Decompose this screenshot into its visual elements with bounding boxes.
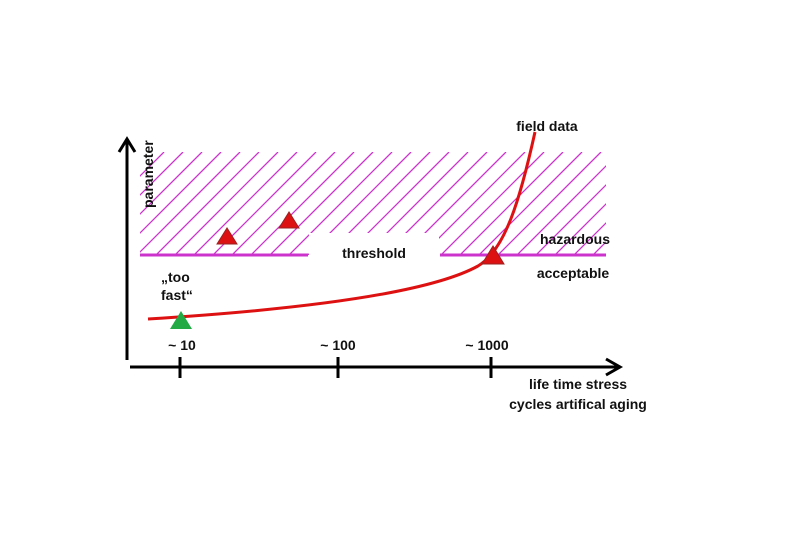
hatch-line: [140, 152, 165, 177]
hatch-line: [288, 152, 393, 255]
hatch-line: [668, 152, 772, 256]
hatch-line: [155, 152, 260, 255]
hatch-line: [649, 152, 753, 256]
hatch-line: [231, 152, 336, 255]
fail-marker: [278, 211, 300, 229]
x-axis-label-line2: cycles artifical aging: [509, 396, 647, 412]
acceptable-label: acceptable: [537, 265, 610, 281]
fail-marker-threshold: [481, 245, 505, 265]
tick-label-1000: ~ 1000: [465, 337, 508, 353]
too-fast-label-line1: „too: [161, 269, 190, 285]
pass-marker: [170, 311, 192, 329]
hatch-line: [573, 222, 606, 255]
hatch-line: [140, 152, 203, 215]
hatch-line: [478, 152, 583, 255]
threshold-label-gap: [309, 233, 439, 263]
field-data-label: field data: [516, 118, 578, 134]
tick-label-10: ~ 10: [168, 337, 196, 353]
tick-label-100: ~ 100: [320, 337, 356, 353]
y-axis-label: parameter: [140, 140, 156, 208]
hatch-line: [440, 152, 545, 255]
fail-marker: [216, 227, 238, 245]
y-axis: [117, 136, 137, 360]
hatch-line: [140, 152, 184, 196]
hatch-line: [140, 152, 222, 234]
hatch-line: [554, 203, 606, 255]
hatch-line: [497, 152, 602, 255]
hatch-line: [140, 152, 241, 253]
hatch-line: [611, 152, 715, 256]
hatch-line: [516, 165, 606, 255]
hatch-line: [706, 152, 800, 256]
too-fast-label-line2: fast“: [161, 287, 193, 303]
hatch-line: [630, 152, 734, 256]
hatch-line: [269, 152, 374, 255]
hatch-line: [535, 184, 606, 255]
hazardous-label: hazardous: [540, 231, 610, 247]
x-axis: [130, 357, 624, 378]
threshold-label: threshold: [342, 245, 406, 261]
hatch-line: [174, 152, 279, 255]
x-axis-label-line1: life time stress: [529, 376, 627, 392]
hatch-line: [193, 152, 298, 255]
hatch-line: [250, 152, 355, 255]
field-data-curve: [147, 131, 537, 321]
hatch-line: [687, 152, 791, 256]
hatch-line: [459, 152, 564, 255]
